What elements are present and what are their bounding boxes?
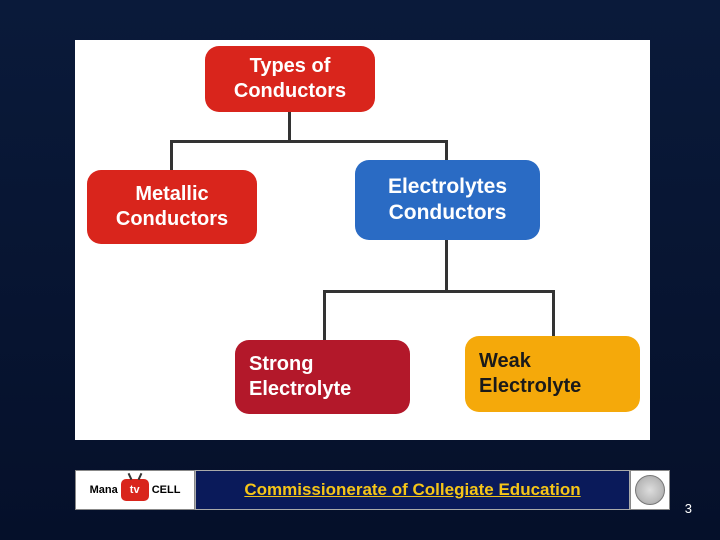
tv-icon: tv xyxy=(121,479,149,501)
node-electrolytes-line2: Conductors xyxy=(389,200,507,226)
seal-logo xyxy=(630,470,670,510)
node-root: Types of Conductors xyxy=(205,46,375,112)
mana-tv-logo: Mana tv CELL xyxy=(75,470,195,510)
connector xyxy=(445,240,448,290)
logo-mana-text: Mana xyxy=(90,484,118,496)
node-metallic-line1: Metallic xyxy=(135,182,208,207)
node-strong: Strong Electrolyte xyxy=(235,340,410,414)
connector xyxy=(552,290,555,336)
connector xyxy=(445,140,448,160)
node-metallic-line2: Conductors xyxy=(116,207,228,232)
node-strong-line2: Electrolyte xyxy=(249,377,351,402)
node-weak-line2: Electrolyte xyxy=(479,374,581,399)
page-number: 3 xyxy=(685,501,692,516)
connector xyxy=(170,140,448,143)
node-strong-line1: Strong xyxy=(249,352,313,377)
tv-icon-label: tv xyxy=(130,484,140,496)
node-metallic: Metallic Conductors xyxy=(87,170,257,244)
footer-title-wrap: Commissionerate of Collegiate Education xyxy=(195,470,630,510)
seal-icon xyxy=(635,475,665,505)
node-root-line1: Types of xyxy=(250,54,331,79)
connector xyxy=(323,290,326,340)
node-weak: Weak Electrolyte xyxy=(465,336,640,412)
footer-bar: Mana tv CELL Commissionerate of Collegia… xyxy=(75,470,670,510)
node-electrolytes-line1: Electrolytes xyxy=(388,174,507,200)
node-electrolytes: Electrolytes Conductors xyxy=(355,160,540,240)
logo-cell-text: CELL xyxy=(152,484,181,496)
footer-title: Commissionerate of Collegiate Education xyxy=(244,480,580,500)
connector xyxy=(323,290,555,293)
connector xyxy=(288,112,291,140)
diagram-canvas: Types of Conductors Metallic Conductors … xyxy=(75,40,650,440)
connector xyxy=(170,140,173,170)
node-root-line2: Conductors xyxy=(234,79,346,104)
node-weak-line1: Weak xyxy=(479,349,531,374)
